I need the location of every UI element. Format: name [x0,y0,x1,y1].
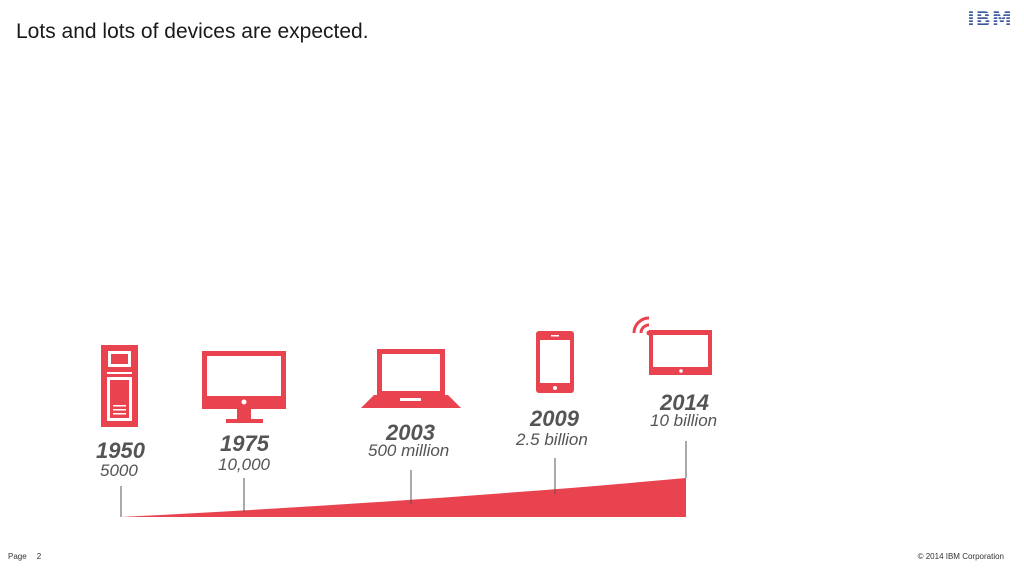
ibm-logo: IBM [964,8,1016,30]
timeline-year-2009: 2009 [530,406,579,431]
ibm-logo-stripes [964,10,1016,27]
page-label: Page [8,552,27,561]
timeline-count-1975: 10,000 [218,455,270,474]
timeline-year-2003: 2003 [386,420,435,445]
laptop-icon [361,349,461,408]
growth-wedge [120,478,686,517]
slide-title: Lots and lots of devices are expected. [16,20,369,43]
page-number: 2 [36,552,42,561]
timeline-year-1975: 1975 [220,431,269,456]
timeline-year-2014: 2014 [660,390,709,415]
timeline-count-2003: 500 million [368,441,450,460]
desktop-monitor-icon [202,351,286,423]
timeline-year-1950: 1950 [96,438,145,463]
timeline-count-2014: 10 billion [650,411,718,430]
timeline-count-1950: 5000 [100,461,138,480]
mainframe-icon [101,345,138,427]
copyright-notice: © 2014 IBM Corporation [917,552,1004,561]
timeline-count-2009: 2.5 billion [516,430,588,449]
tablet-wifi-icon [632,316,712,375]
page-footer: Page 2 [8,552,51,561]
smartphone-icon [536,331,574,393]
